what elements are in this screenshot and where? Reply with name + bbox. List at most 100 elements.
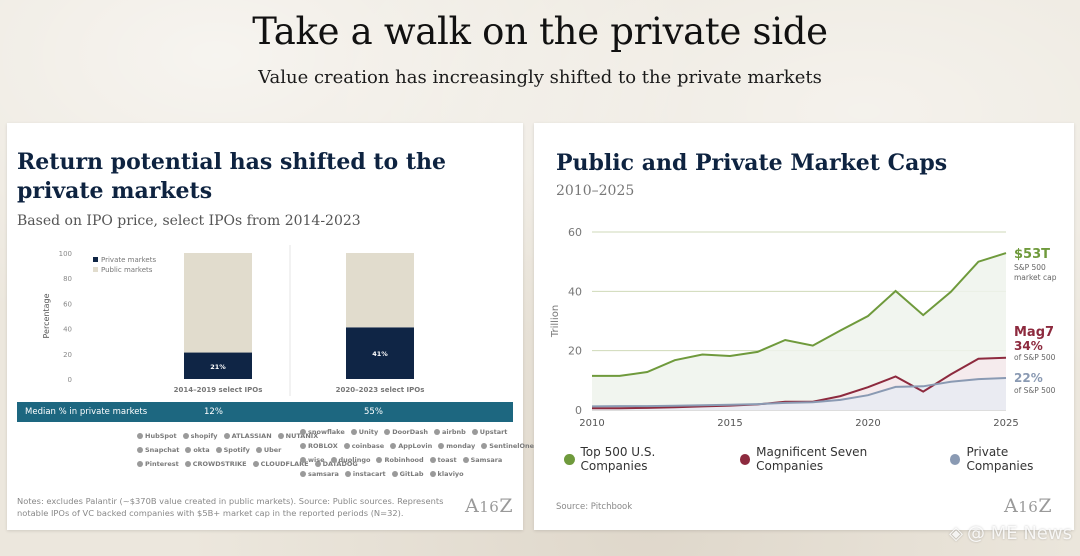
company-logo-text: Upstart (479, 428, 508, 436)
y-tick-label: 40 (568, 285, 582, 298)
company-logo-icon (300, 443, 306, 449)
annotation-value: $53T (1014, 247, 1050, 262)
company-logo-icon (471, 429, 478, 435)
company-logo-text: Samsara (470, 456, 503, 464)
company-logo-text: GitLab (399, 470, 424, 478)
company-logo: HubSpot (137, 432, 177, 440)
left-card-subtitle: Based on IPO price, select IPOs from 201… (17, 213, 361, 229)
company-logo: shopify (182, 432, 218, 440)
annotation-text: S&P 500 (1014, 263, 1046, 272)
company-logo-icon (481, 443, 488, 449)
company-logo: coinbase (343, 442, 385, 450)
median-value-2: 55% (364, 407, 383, 417)
legend-label: Top 500 U.S. Companies (580, 445, 656, 473)
legend-swatch-icon (739, 453, 751, 465)
company-logo-text: shopify (190, 432, 218, 440)
logo-row: samsara instacart GitLab klaviyo (300, 467, 470, 481)
right-card-subtitle: 2010–2025 (556, 183, 635, 199)
legend-item-mag7: Magnificent Seven Companies (739, 445, 930, 473)
company-logo-icon (434, 429, 441, 435)
y-axis-label: Percentage (42, 293, 51, 338)
company-logo: Unity (350, 428, 378, 436)
legend-label: Public markets (101, 266, 153, 274)
company-logo: Robinhood (376, 456, 424, 464)
annotation-text: of S&P 500 (1014, 386, 1056, 395)
company-logo-text: CLOUDFLARE (260, 460, 309, 468)
company-logo-icon (184, 461, 191, 467)
y-tick-label: 0 (68, 376, 72, 384)
company-logo-text: coinbase (351, 442, 385, 450)
company-logo: DoorDash (384, 428, 428, 436)
company-logo: CROWDSTRIKE (184, 460, 247, 468)
bar (184, 352, 252, 379)
company-logo: AppLovin (390, 442, 432, 450)
y-tick-label: 60 (568, 226, 582, 239)
y-tick-label: 0 (575, 404, 582, 417)
company-logo-icon (300, 471, 306, 477)
y-tick-label: 80 (63, 275, 72, 283)
company-logo-icon (384, 429, 391, 435)
company-logo: klaviyo (429, 470, 464, 478)
logo-row: Snapchat okta Spotify Uber (137, 443, 287, 457)
a16z-logo: A16Z (465, 495, 514, 517)
stacked-bar-chart: 0 20 40 60 80 100 Percentage Private markets Pub… (42, 245, 424, 396)
company-logo-icon (391, 471, 398, 477)
company-logo-icon (223, 433, 230, 439)
company-logo: Samsara (462, 456, 503, 464)
company-logo: snowflake (300, 428, 345, 436)
company-logo-text: snowflake (308, 428, 345, 436)
company-logo-icon (429, 471, 436, 477)
company-logo: GitLab (391, 470, 424, 478)
company-logo-text: HubSpot (145, 432, 177, 440)
company-logo-icon (330, 457, 337, 463)
company-logo-icon (137, 461, 143, 467)
x-tick-label: 2010 (579, 418, 604, 429)
annotation-text: of S&P 500 (1014, 353, 1056, 362)
legend-item-top500: Top 500 U.S. Companies (564, 445, 720, 473)
watermark: ◈ @ ME News (949, 523, 1072, 544)
watermark-text: @ ME News (967, 523, 1072, 544)
company-logo: airbnb (434, 428, 466, 436)
company-logo-text: okta (193, 446, 210, 454)
company-logo-text: Robinhood (384, 456, 424, 464)
company-logo-icon (390, 443, 397, 449)
y-axis-label: Trillion (550, 305, 561, 338)
bar (184, 253, 252, 353)
company-logo-icon (429, 457, 436, 463)
company-logo: SentinelOne (481, 442, 534, 450)
logo-row: Pinterest CROWDSTRIKE CLOUDFLARE DATADOG (137, 457, 358, 471)
median-bar: Median % in private markets 12% 55% (17, 402, 513, 422)
bar (346, 253, 414, 328)
legend-swatch-icon (564, 453, 575, 465)
company-logo-text: Snapchat (145, 446, 180, 454)
company-logo-icon (438, 443, 445, 449)
company-logo: Upstart (471, 428, 508, 436)
company-logo-text: DoorDash (392, 428, 429, 436)
company-logo: monday (438, 442, 475, 450)
company-logo: ROBLOX (300, 442, 338, 450)
company-logo: toast (429, 456, 457, 464)
company-logo: instacart (344, 470, 386, 478)
bar (346, 327, 414, 379)
company-logo-icon (344, 471, 351, 477)
left-card-title: Return potential has shifted to the priv… (17, 149, 447, 204)
company-logo: CLOUDFLARE (252, 460, 309, 468)
company-logo: ATLASSIAN (223, 432, 272, 440)
company-logo-icon (300, 429, 306, 435)
company-logo-icon (215, 447, 222, 453)
legend-swatch-icon (93, 257, 98, 262)
notes: Notes: excludes Palantir (~$370B value c… (17, 496, 444, 518)
legend-label: Private markets (101, 256, 156, 264)
company-logo-text: ROBLOX (308, 442, 338, 450)
company-logo: okta (185, 446, 210, 454)
company-logo-text: AppLovin (398, 442, 433, 450)
right-card: Public and Private Market Caps 2010–2025… (534, 123, 1074, 530)
left-card: Return potential has shifted to the priv… (7, 123, 534, 530)
annotation-text: market cap (1014, 273, 1057, 282)
annotation-value: 34% (1014, 339, 1043, 353)
company-logo-icon (185, 447, 192, 453)
company-logo-icon (255, 447, 262, 453)
company-logo-text: Spotify (223, 446, 250, 454)
company-logo-icon (350, 429, 357, 435)
company-logo-text: samsara (308, 470, 339, 478)
